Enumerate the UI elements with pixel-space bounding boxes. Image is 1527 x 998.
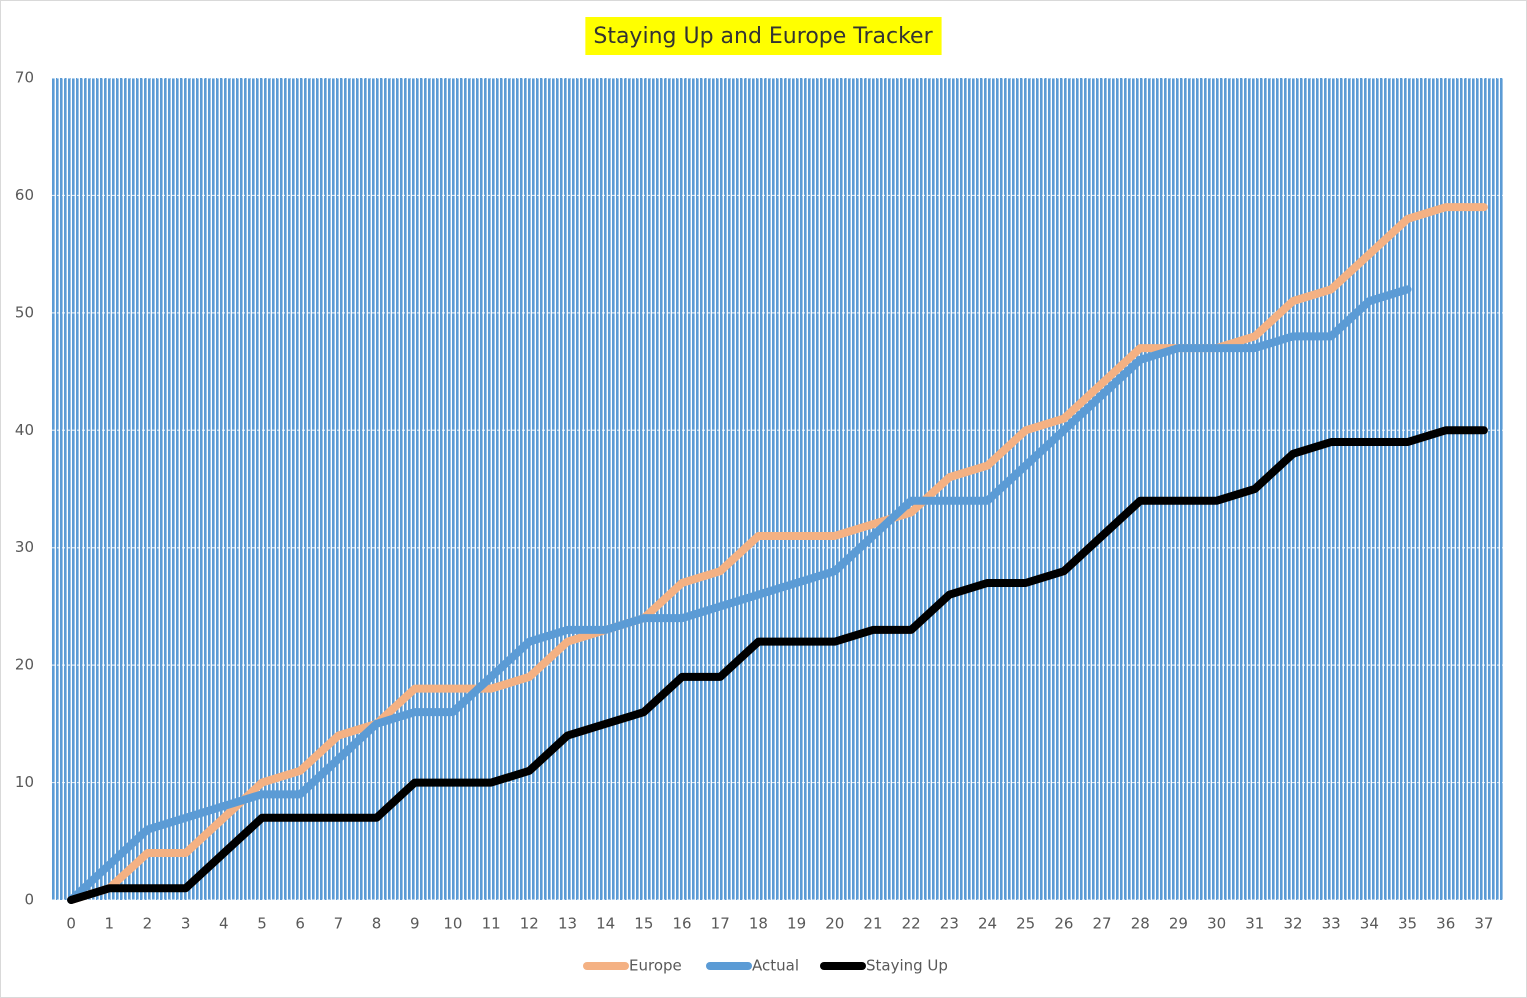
y-tick-label: 70 [15, 69, 34, 87]
x-tick-label: 22 [902, 915, 921, 933]
x-tick-label: 12 [520, 915, 539, 933]
x-tick-label: 23 [940, 915, 959, 933]
x-tick-label: 16 [672, 915, 691, 933]
x-tick-label: 25 [1016, 915, 1035, 933]
x-tick-label: 21 [863, 915, 882, 933]
x-tick-label: 24 [978, 915, 997, 933]
x-tick-label: 7 [334, 915, 344, 933]
x-tick-label: 35 [1398, 915, 1417, 933]
y-tick-label: 20 [15, 656, 34, 674]
title-background [585, 17, 942, 55]
y-tick-label: 10 [15, 773, 34, 791]
legend-label: Staying Up [866, 957, 948, 975]
x-tick-label: 36 [1436, 915, 1455, 933]
x-tick-label: 18 [749, 915, 768, 933]
y-tick-label: 60 [15, 186, 34, 204]
x-tick-label: 15 [634, 915, 653, 933]
x-tick-label: 4 [219, 915, 229, 933]
x-tick-label: 37 [1474, 915, 1493, 933]
x-tick-label: 14 [596, 915, 615, 933]
series-line [67, 203, 1488, 904]
x-tick-label: 19 [787, 915, 806, 933]
x-tick-label: 32 [1283, 915, 1302, 933]
x-tick-label: 13 [558, 915, 577, 933]
x-tick-label: 10 [443, 915, 462, 933]
y-tick-label: 30 [15, 538, 34, 556]
series-line [67, 285, 1412, 904]
x-tick-label: 31 [1245, 915, 1264, 933]
plot-area [52, 78, 1503, 900]
y-tick-label: 50 [15, 303, 34, 321]
legend-label: Europe [629, 957, 682, 975]
x-tick-label: 30 [1207, 915, 1226, 933]
x-tick-label: 9 [410, 915, 420, 933]
x-tick-label: 3 [181, 915, 191, 933]
x-tick-label: 29 [1169, 915, 1188, 933]
x-tick-label: 11 [482, 915, 501, 933]
x-tick-label: 26 [1054, 915, 1073, 933]
x-tick-label: 27 [1093, 915, 1112, 933]
x-tick-label: 2 [143, 915, 153, 933]
x-tick-label: 5 [257, 915, 267, 933]
x-tick-label: 0 [66, 915, 76, 933]
series-line [67, 426, 1488, 904]
x-tick-label: 1 [105, 915, 115, 933]
x-tick-label: 33 [1322, 915, 1341, 933]
x-tick-label: 28 [1131, 915, 1150, 933]
x-tick-label: 20 [825, 915, 844, 933]
x-tick-label: 8 [372, 915, 382, 933]
y-tick-label: 40 [15, 421, 34, 439]
chart-title: Staying Up and Europe Tracker [593, 24, 933, 49]
x-tick-label: 17 [711, 915, 730, 933]
x-tick-label: 34 [1360, 915, 1379, 933]
legend-label: Actual [752, 957, 799, 975]
x-tick-label: 6 [295, 915, 305, 933]
y-tick-label: 0 [24, 891, 34, 909]
